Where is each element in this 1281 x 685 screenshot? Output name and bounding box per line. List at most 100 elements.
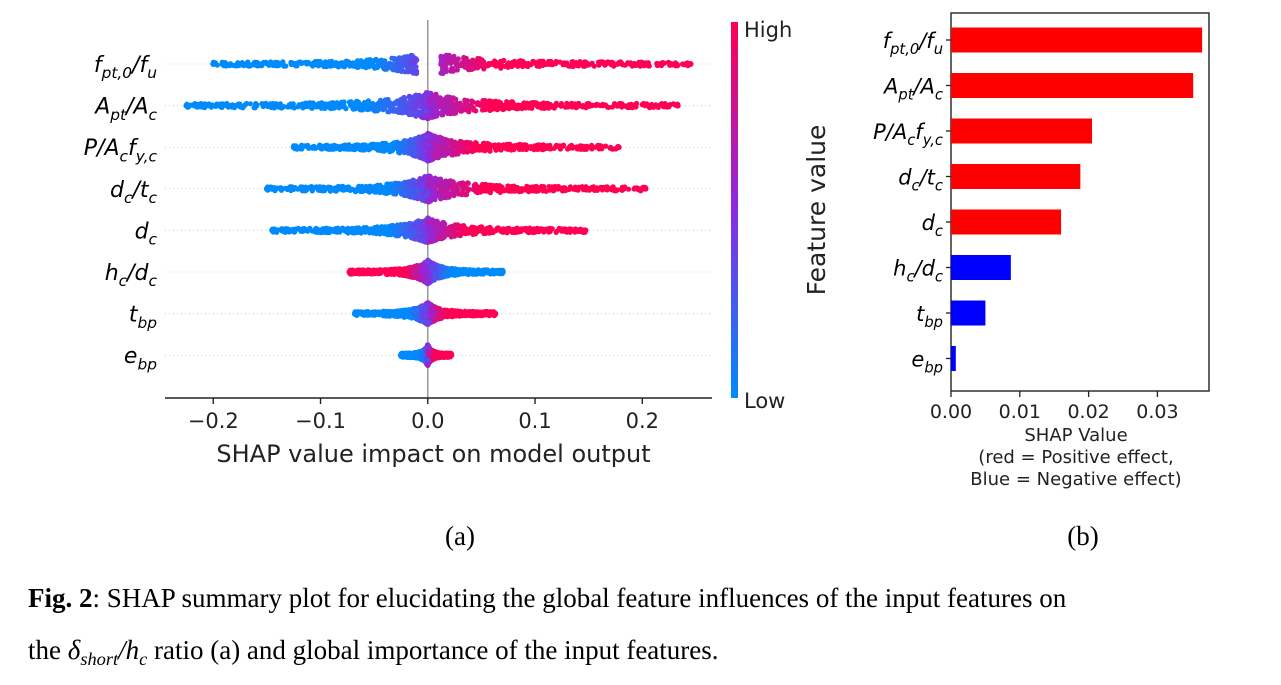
shap-point xyxy=(391,147,396,152)
shap-point xyxy=(519,189,524,194)
shap-point xyxy=(514,185,519,190)
shap-point xyxy=(374,142,379,147)
shap-point xyxy=(451,69,456,74)
shap-point xyxy=(274,101,279,106)
shap-point xyxy=(452,224,457,229)
shap-point xyxy=(541,147,546,152)
shap-point xyxy=(250,62,255,67)
shap-point xyxy=(314,226,319,231)
shap-point xyxy=(408,150,413,155)
shap-point xyxy=(460,108,465,113)
shap-point xyxy=(270,187,275,192)
shap-point xyxy=(448,103,453,108)
shap-point xyxy=(397,272,402,277)
shap-point xyxy=(450,190,455,195)
shap-point xyxy=(490,107,495,112)
shap-point xyxy=(440,102,445,107)
shap-point xyxy=(474,101,479,106)
shap-point xyxy=(239,105,244,110)
shap-point xyxy=(433,98,438,103)
feature-tick-label: P/Ac​fy,c​ xyxy=(84,136,158,165)
beeswarm-row xyxy=(183,90,680,121)
shap-point xyxy=(548,59,553,64)
shap-point xyxy=(324,146,329,151)
shap-point xyxy=(359,185,364,190)
shap-point xyxy=(221,61,226,66)
shap-point xyxy=(568,230,573,235)
shap-point xyxy=(445,138,450,143)
beeswarm-row xyxy=(210,53,693,76)
shap-point xyxy=(296,60,301,65)
shap-point xyxy=(602,63,607,68)
shap-point xyxy=(381,100,386,105)
shap-point xyxy=(511,105,516,110)
shap-point xyxy=(488,99,493,104)
shap-point xyxy=(452,97,457,102)
shap-point xyxy=(439,143,444,148)
shap-point xyxy=(374,58,379,63)
shap-point xyxy=(397,224,402,229)
shap-point xyxy=(334,226,339,231)
shap-point xyxy=(397,61,402,66)
shap-point xyxy=(667,63,672,68)
shap-point xyxy=(546,184,551,189)
shap-point xyxy=(261,104,266,109)
shap-point xyxy=(562,226,567,231)
shap-point xyxy=(440,136,445,141)
shap-point xyxy=(218,101,223,106)
shap-point-min xyxy=(264,186,270,192)
shap-point xyxy=(426,115,431,120)
shap-point xyxy=(645,103,650,108)
shap-point xyxy=(380,141,385,146)
shap-point xyxy=(372,184,377,189)
shap-point xyxy=(412,60,417,65)
shap-point xyxy=(449,150,454,155)
shap-point xyxy=(314,104,319,109)
shap-point xyxy=(600,103,605,108)
shap-point-max xyxy=(643,186,649,192)
shap-point xyxy=(260,61,265,66)
shap-point xyxy=(511,227,516,232)
shap-point xyxy=(206,101,211,106)
shap-point xyxy=(421,239,426,244)
shap-point xyxy=(401,57,406,62)
shap-point xyxy=(253,105,258,110)
shap-point xyxy=(391,102,396,107)
shap-point xyxy=(494,64,499,69)
shap-point xyxy=(505,226,510,231)
shap-point xyxy=(622,186,627,191)
shap-point xyxy=(388,229,393,234)
shap-point xyxy=(418,147,423,152)
shap-point xyxy=(304,143,309,148)
shap-point xyxy=(455,107,460,112)
shap-point xyxy=(230,63,235,68)
shap-point xyxy=(525,64,530,69)
shap-point xyxy=(576,63,581,68)
shap-point xyxy=(348,103,353,108)
shap-point xyxy=(409,139,414,144)
shap-point xyxy=(444,98,449,103)
shap-point xyxy=(594,102,599,107)
shap-point xyxy=(530,184,535,189)
shap-point xyxy=(463,58,468,63)
shap-point xyxy=(372,225,377,230)
shap-point xyxy=(379,58,384,63)
shap-point xyxy=(285,226,290,231)
shap-point xyxy=(455,150,460,155)
shap-point xyxy=(424,232,429,237)
shap-point xyxy=(532,60,537,65)
shap-point xyxy=(370,105,375,110)
shap-point xyxy=(509,184,514,189)
shap-point xyxy=(356,61,361,66)
shap-point xyxy=(625,60,630,65)
shap-point xyxy=(347,60,352,65)
shap-point xyxy=(275,60,280,65)
shap-point xyxy=(290,184,295,189)
shap-point xyxy=(441,151,446,156)
shap-point xyxy=(636,63,641,68)
shap-point xyxy=(450,59,455,64)
shap-point xyxy=(361,142,366,147)
shap-point xyxy=(279,105,284,110)
shap-point xyxy=(423,109,428,114)
shap-point xyxy=(333,60,338,65)
